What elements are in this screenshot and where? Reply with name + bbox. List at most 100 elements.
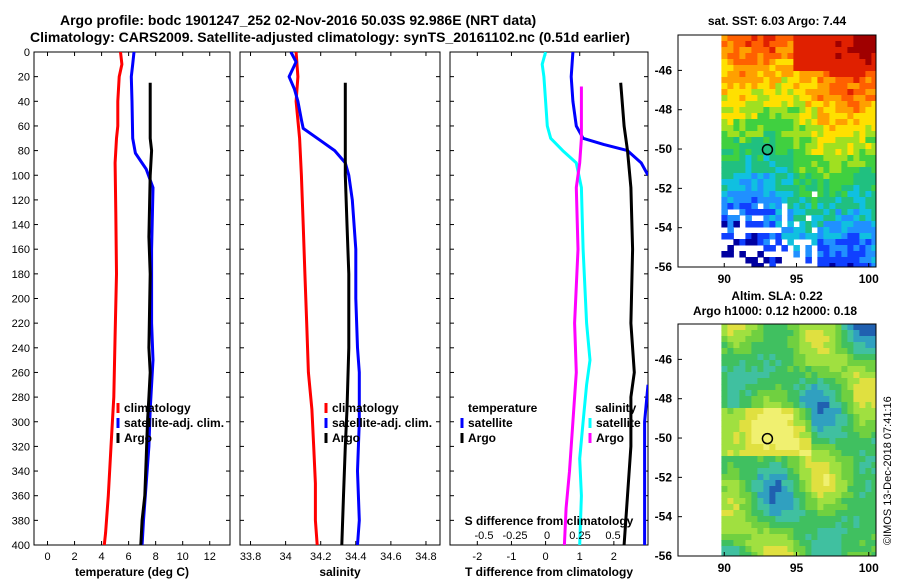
map-cell <box>757 438 764 445</box>
map-cell <box>847 384 854 391</box>
map-cell <box>721 462 728 469</box>
map-cell <box>775 35 782 42</box>
map-cell <box>787 185 794 192</box>
map-cell <box>847 131 854 138</box>
map-cell <box>781 179 788 186</box>
map-cell <box>853 77 860 84</box>
map-cell <box>835 522 842 529</box>
map-cell <box>763 474 770 481</box>
map-cell <box>739 209 746 216</box>
map-cell <box>745 155 752 162</box>
map-cell <box>847 239 854 246</box>
map-cell <box>727 516 734 523</box>
map-cell <box>823 384 830 391</box>
map-cell <box>847 528 854 535</box>
map-cell <box>829 209 836 216</box>
map-cell <box>781 65 788 72</box>
map-cell <box>811 161 818 168</box>
map-cell <box>745 83 752 90</box>
map-cell <box>871 396 876 403</box>
map-cell <box>805 540 812 547</box>
map-cell <box>793 143 800 150</box>
map-cell <box>811 438 818 445</box>
map-cell <box>841 161 848 168</box>
y-tick-label: 280 <box>12 392 30 404</box>
map-cell <box>769 354 776 361</box>
map-cell <box>835 107 842 114</box>
map-cell <box>871 209 876 216</box>
map-cell <box>847 71 854 78</box>
map-cell <box>829 83 836 90</box>
map-cell <box>817 348 824 355</box>
map-cell <box>763 366 770 373</box>
map-cell <box>817 330 824 337</box>
map-cell <box>799 498 806 505</box>
map-cell <box>859 546 866 553</box>
map-cell <box>811 233 818 240</box>
map-cell <box>727 480 734 487</box>
map-cell <box>739 197 746 204</box>
map-cell <box>781 245 788 252</box>
map-cell <box>793 408 800 415</box>
map-cell <box>865 474 872 481</box>
series-line-t-argo <box>619 82 636 545</box>
map-cell <box>787 372 794 379</box>
map-cell <box>787 354 794 361</box>
map-cell <box>871 83 876 90</box>
x-tick-label: 100 <box>859 561 879 575</box>
map-cell <box>859 462 866 469</box>
map-cell <box>871 227 876 234</box>
map-cell <box>733 360 740 367</box>
map-cell <box>865 245 872 252</box>
map-cell <box>829 77 836 84</box>
map-cell <box>757 47 764 54</box>
map-cell <box>739 95 746 102</box>
map-cell <box>781 486 788 493</box>
map-cell <box>787 155 794 162</box>
map-cell <box>829 233 836 240</box>
map-cell <box>859 360 866 367</box>
map-cell <box>817 227 824 234</box>
y-tick-label: 80 <box>18 146 30 158</box>
map-cell <box>823 414 830 421</box>
map-cell <box>781 384 788 391</box>
map-cell <box>727 233 734 240</box>
map-cell <box>739 474 746 481</box>
map-cell <box>751 474 758 481</box>
map-cell <box>859 143 866 150</box>
map-cell <box>841 197 848 204</box>
map-cell <box>829 161 836 168</box>
map-cell <box>775 408 782 415</box>
map-cell <box>823 137 830 144</box>
map-cell <box>721 330 728 337</box>
map-cell <box>817 83 824 90</box>
map-cell <box>865 396 872 403</box>
map-cell <box>847 119 854 126</box>
argo-position-marker <box>761 432 774 445</box>
map-cell <box>787 143 794 150</box>
map-cell <box>823 113 830 120</box>
map-cell <box>847 516 854 523</box>
map-cell <box>757 155 764 162</box>
map-cell <box>841 221 848 228</box>
map-cell <box>763 137 770 144</box>
map-cell <box>805 408 812 415</box>
map-cell <box>865 414 872 421</box>
map-cell <box>763 528 770 535</box>
map-cell <box>859 402 866 409</box>
map-cell <box>799 143 806 150</box>
map-cell <box>721 59 728 66</box>
map-cell <box>835 384 842 391</box>
map-cell <box>775 534 782 541</box>
map-cell <box>811 450 818 457</box>
map-cell <box>799 185 806 192</box>
map-cell <box>787 390 794 397</box>
map-cell <box>781 161 788 168</box>
map-cell <box>763 65 770 72</box>
map-cell <box>847 179 854 186</box>
map-cell <box>823 438 830 445</box>
map-cell <box>841 438 848 445</box>
map-cell <box>823 342 830 349</box>
map-cell <box>751 552 758 556</box>
map-cell <box>769 113 776 120</box>
